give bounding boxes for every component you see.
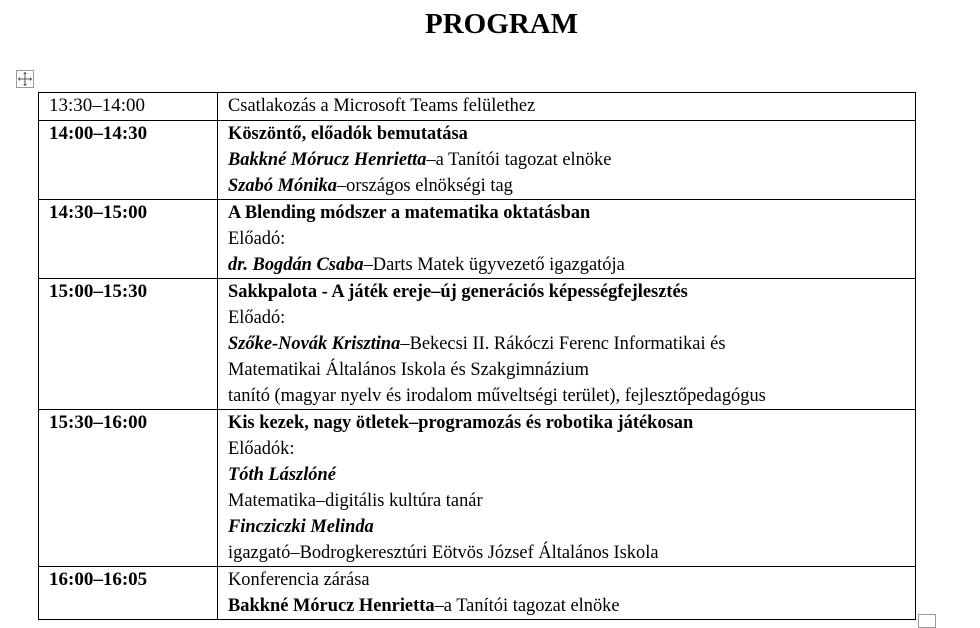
content-line: Előadó: (228, 226, 884, 252)
speaker-name: dr. Bogdán Csaba (228, 254, 364, 275)
table-row: 16:00–16:05 Konferencia zárása Bakkné Móru… (38, 566, 916, 620)
table-row: 15:00–15:30 Sakkpalota - A játék ereje–új… (38, 278, 916, 410)
content-line: Csatlakozás a Microsoft Teams felülethez (228, 93, 884, 119)
text: igazgató–Bodrogkeresztúri Eötvös József … (228, 542, 659, 563)
text: –a Tanítói tagozat elnöke (434, 595, 620, 616)
speaker-name: Fincziczki Melinda (228, 516, 374, 537)
text: –Bekecsi II. Rákóczi Ferenc Informatikai… (400, 333, 726, 354)
text: –a Tanítói tagozat elnöke (426, 149, 612, 170)
content-line: igazgató–Bodrogkeresztúri Eötvös József … (228, 540, 884, 566)
table-row: 13:30–14:00 Csatlakozás a Microsoft Teams… (38, 92, 916, 121)
time-cell: 15:30–16:00 (38, 409, 218, 567)
speaker-name: Bakkné Mórucz Henrietta (228, 149, 427, 170)
content-line: Fincziczki Melinda (228, 514, 884, 540)
content-cell: A Blending módszer a matematika oktatásb… (217, 199, 916, 279)
content-line: Előadó: (228, 305, 884, 331)
content-line: Sakkpalota - A játék ereje–új generációs… (228, 279, 884, 305)
content-line: Bakkné Mórucz Henrietta–a Tanítói tagoza… (228, 593, 884, 619)
content-line: Kis kezek, nagy ötletek–programozás és r… (228, 410, 884, 436)
page-title: PROGRAM (424, 8, 579, 40)
content-cell: Köszöntő, előadók bemutatása Bakkné Móruc… (217, 120, 916, 200)
time-cell: 14:00–14:30 (38, 120, 218, 200)
text: Matematikai Általános Iskola és Szakgimn… (228, 359, 589, 380)
text: –Darts Matek ügyvezető igazgatója (363, 254, 625, 275)
speaker-name: Szabó Mónika (228, 175, 337, 196)
session-title: Sakkpalota - A játék ereje–új generációs… (228, 281, 688, 302)
content-line: tanító (magyar nyelv és irodalom művelts… (228, 383, 884, 409)
program-table: 13:30–14:00 Csatlakozás a Microsoft Teams… (38, 92, 916, 620)
session-title: Kis kezek, nagy ötletek–programozás és r… (228, 412, 694, 433)
speaker-name: Szőke-Novák Krisztina (228, 333, 401, 354)
content-line: Szőke-Novák Krisztina–Bekecsi II. Rákócz… (228, 331, 884, 357)
content-line: Tóth Lászlóné (228, 462, 884, 488)
session-title: Bakkné Mórucz Henrietta (228, 595, 435, 616)
text: Konferencia zárása (228, 569, 370, 590)
table-move-handle-icon[interactable] (16, 70, 34, 88)
session-title: A Blending módszer a matematika oktatásb… (228, 202, 591, 223)
content-line: Szabó Mónika–országos elnökségi tag (228, 173, 884, 199)
text: Előadó: (228, 307, 286, 328)
content-line: Matematika–digitális kultúra tanár (228, 488, 884, 514)
content-line: Előadók: (228, 436, 884, 462)
content-line: Köszöntő, előadók bemutatása (228, 121, 884, 147)
text: Matematika–digitális kultúra tanár (228, 490, 483, 511)
session-title: Köszöntő, előadók bemutatása (228, 123, 468, 144)
content-line: Bakkné Mórucz Henrietta–a Tanítói tagoza… (228, 147, 884, 173)
text: tanító (magyar nyelv és irodalom művelts… (228, 385, 766, 406)
text: –országos elnökségi tag (336, 175, 513, 196)
content-cell: Csatlakozás a Microsoft Teams felülethez (217, 92, 916, 121)
text: Előadó: (228, 228, 286, 249)
table-row: 14:30–15:00 A Blending módszer a matemati… (38, 199, 916, 279)
time-cell: 14:30–15:00 (38, 199, 218, 279)
time-cell: 15:00–15:30 (38, 278, 218, 410)
content-line: A Blending módszer a matematika oktatásb… (228, 200, 884, 226)
content-cell: Konferencia zárása Bakkné Mórucz Henriett… (217, 566, 916, 620)
content-cell: Kis kezek, nagy ötletek–programozás és r… (217, 409, 916, 567)
text: Csatlakozás a Microsoft Teams felülethez (228, 95, 536, 116)
content-cell: Sakkpalota - A játék ereje–új generációs… (217, 278, 916, 410)
text: Előadók: (228, 438, 295, 459)
content-line: dr. Bogdán Csaba–Darts Matek ügyvezető i… (228, 252, 884, 278)
time-cell: 13:30–14:00 (38, 92, 218, 121)
table-row: 15:30–16:00 Kis kezek, nagy ötletek–progr… (38, 409, 916, 567)
table-row: 14:00–14:30 Köszöntő, előadók bemutatása B… (38, 120, 916, 200)
speaker-name: Tóth Lászlóné (228, 464, 336, 485)
time-cell: 16:00–16:05 (38, 566, 218, 620)
content-line: Konferencia zárása (228, 567, 884, 593)
content-line: Matematikai Általános Iskola és Szakgimn… (228, 357, 884, 383)
table-resize-handle-icon[interactable] (918, 614, 936, 628)
